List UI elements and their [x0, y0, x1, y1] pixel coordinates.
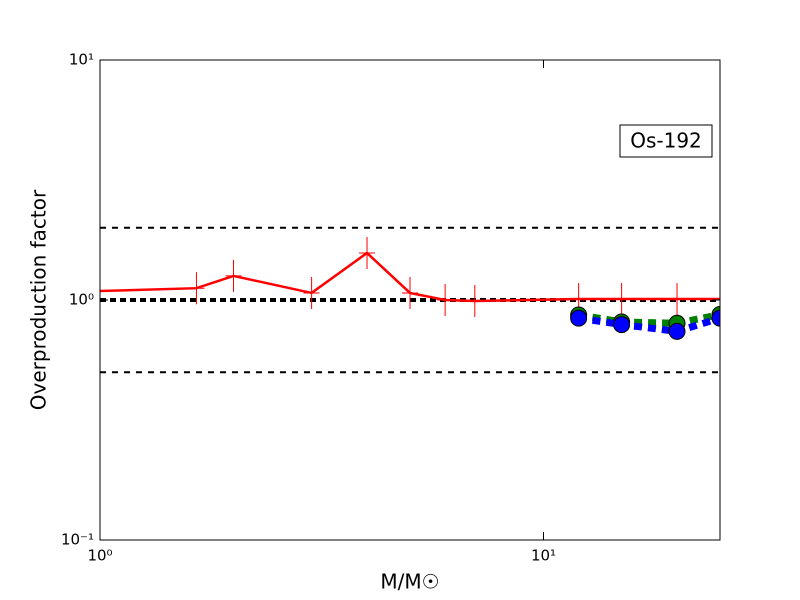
plot-area: [100, 236, 720, 340]
y-axis-label: Overproduction factor: [27, 189, 51, 410]
marker: [570, 309, 588, 327]
x-axis-label: M/M☉: [380, 570, 439, 594]
marker: [100, 275, 108, 308]
marker: [669, 282, 686, 315]
marker: [613, 282, 630, 315]
y-tick-label: 10⁻¹: [61, 531, 94, 549]
y-tick-label: 10⁰: [69, 291, 94, 309]
marker: [359, 236, 376, 269]
y-tick-label: 10¹: [69, 51, 94, 69]
marker: [437, 284, 454, 316]
x-tick-label: 10⁰: [87, 547, 112, 565]
marker: [402, 276, 418, 309]
annotation-box: [619, 124, 713, 158]
series-line: [100, 251, 720, 303]
marker: [303, 276, 320, 309]
marker: [466, 285, 483, 318]
marker: [668, 322, 686, 340]
annotation: Os-192: [630, 129, 702, 153]
marker: [613, 316, 631, 334]
series-line: [578, 314, 720, 335]
marker: [712, 282, 720, 315]
marker: [225, 259, 242, 292]
marker: [188, 272, 205, 305]
marker: [711, 309, 720, 327]
x-tick-label: 10¹: [531, 547, 556, 565]
